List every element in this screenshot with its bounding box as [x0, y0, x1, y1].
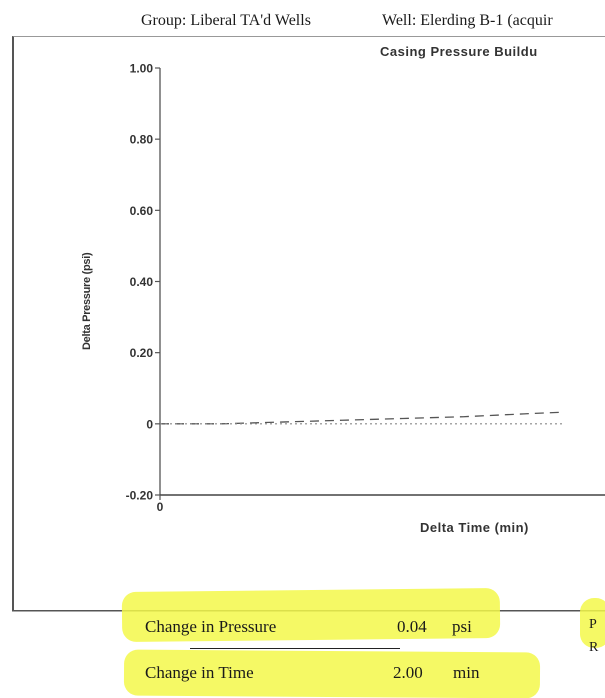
x-axis-label: Delta Time (min) — [420, 520, 529, 535]
chart-axes — [159, 68, 605, 496]
y-tick-label: 0 — [146, 417, 153, 431]
well-label: Well: Elerding B-1 (acquir — [382, 12, 553, 29]
cut-off-label-p: P — [589, 617, 597, 632]
change-in-time-value: 2.00 — [393, 663, 423, 682]
series-line-1 — [160, 411, 565, 425]
report-header: Group: Liberal TA'd Wells Well: Elerding… — [0, 8, 605, 34]
chart-series — [160, 411, 565, 425]
change-in-time-label: Change in Time — [145, 663, 254, 682]
y-tick-label: 0.60 — [130, 204, 154, 218]
y-tick-label: 1.00 — [130, 62, 154, 76]
y-axis-label: Delta Pressure (psi) — [81, 252, 93, 350]
change-in-pressure-label: Change in Pressure — [145, 617, 277, 636]
y-tick-label: 0.40 — [130, 275, 154, 289]
separator-line — [190, 648, 400, 649]
y-tick-label: -0.20 — [126, 489, 154, 503]
cut-off-label-r: R — [589, 640, 599, 655]
change-in-time-unit: min — [453, 663, 480, 682]
change-in-pressure-unit: psi — [452, 617, 472, 636]
group-label: Group: Liberal TA'd Wells — [141, 12, 311, 29]
highlight-edge — [580, 598, 605, 648]
change-in-pressure-value: 0.04 — [397, 617, 427, 636]
x-tick-label: 0 — [157, 500, 164, 514]
y-tick-label: 0.20 — [130, 346, 154, 360]
chart-title: Casing Pressure Buildu — [380, 44, 538, 59]
y-tick-label: 0.80 — [130, 133, 154, 147]
y-tick-labels: 1.000.800.600.400.200-0.200 — [126, 62, 164, 515]
